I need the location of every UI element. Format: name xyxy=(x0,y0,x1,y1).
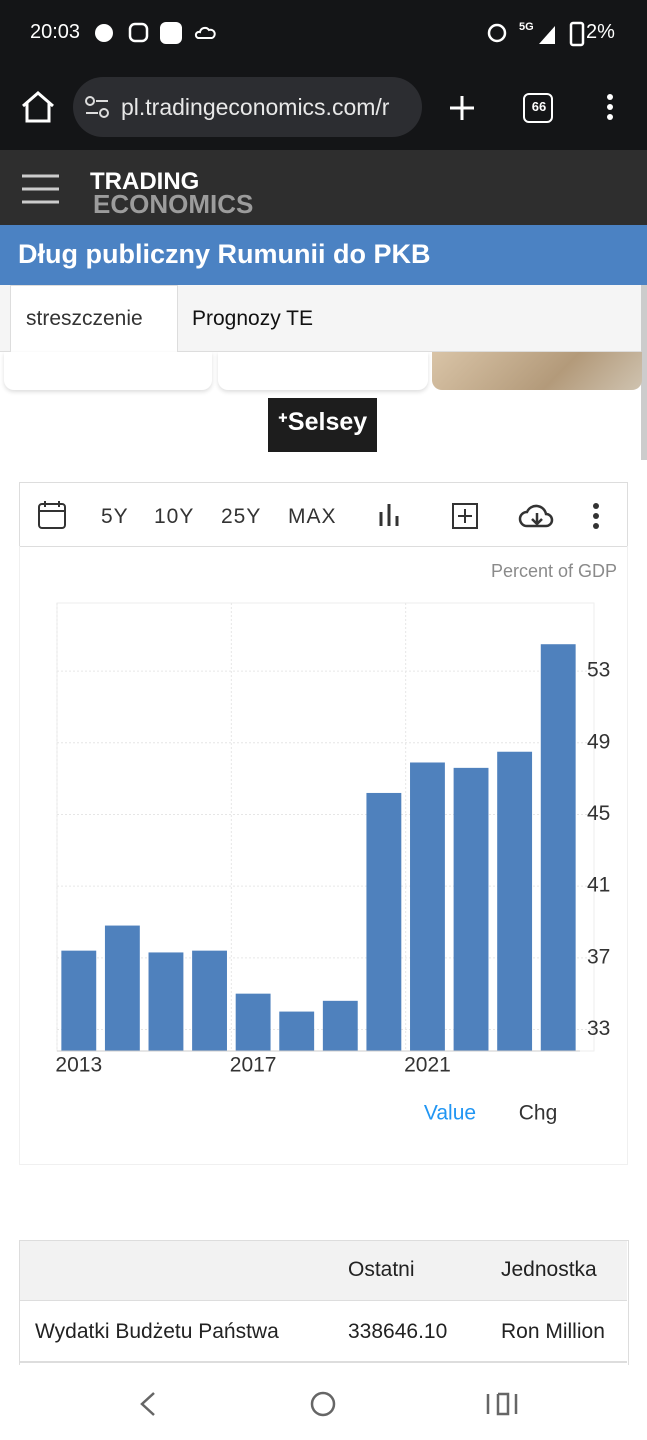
tab-switcher[interactable] xyxy=(523,93,553,123)
y-tick-label: 41 xyxy=(587,874,610,897)
scrollbar xyxy=(641,285,647,460)
new-tab-button[interactable] xyxy=(446,92,478,124)
download-button[interactable] xyxy=(518,502,556,530)
battery-label: 2% xyxy=(586,21,615,43)
tab-label[interactable]: Prognozy TE xyxy=(192,307,314,330)
chart-frame xyxy=(19,546,628,1165)
url-bar[interactable] xyxy=(73,77,422,137)
range-button[interactable]: 10Y xyxy=(154,505,195,528)
legend-item[interactable]: Chg xyxy=(519,1102,558,1125)
site-settings-icon[interactable] xyxy=(84,95,112,121)
home-button[interactable] xyxy=(18,88,58,128)
bar xyxy=(192,950,227,1051)
y-tick-label: 45 xyxy=(587,802,610,825)
bar xyxy=(540,644,576,1051)
calendar-button[interactable] xyxy=(37,500,67,530)
chart-toolbar xyxy=(19,482,628,547)
ad-card[interactable] xyxy=(218,352,428,390)
table xyxy=(19,1240,629,1365)
tab-active[interactable] xyxy=(10,285,178,353)
bar xyxy=(148,952,184,1051)
bar xyxy=(322,1000,358,1051)
page-title: Dług publiczny Rumunii do PKB xyxy=(18,239,431,269)
bar xyxy=(61,950,97,1051)
title-bar xyxy=(0,225,647,285)
row-divider xyxy=(20,1361,627,1363)
table-cell: 338646.10 xyxy=(348,1320,448,1343)
table-cell[interactable]: Wydatki Budżetu Państwa xyxy=(35,1320,279,1343)
nav-buttons[interactable] xyxy=(0,1385,647,1425)
ad-card[interactable] xyxy=(4,352,212,390)
bar xyxy=(235,993,271,1051)
notification-icons xyxy=(95,22,216,44)
y-tick-label: 33 xyxy=(587,1017,610,1040)
bar xyxy=(410,762,445,1051)
column-header: Jednostka xyxy=(501,1258,597,1281)
chart-type-button[interactable] xyxy=(377,502,403,528)
more-button[interactable] xyxy=(588,502,604,530)
bar xyxy=(497,751,533,1051)
chart: Percent of GDP 33 37 41 45 49 53 2013 2017 2021 V… xyxy=(55,561,617,1125)
site-header xyxy=(0,150,647,225)
tab-count: 66 xyxy=(531,99,547,114)
bar xyxy=(453,767,489,1051)
y-tick-label: 37 xyxy=(587,945,610,968)
table-cell: Ron Million xyxy=(501,1320,605,1343)
bar xyxy=(366,792,402,1051)
compare-button[interactable] xyxy=(451,502,479,530)
y-tick-label: 49 xyxy=(587,730,610,753)
logo-top[interactable]: TRADING xyxy=(90,168,200,195)
range-button[interactable]: MAX xyxy=(288,505,337,528)
url-text: pl.tradingeconomics.com/r xyxy=(121,94,390,120)
column-header: Ostatni xyxy=(348,1258,415,1281)
network-label: 5G xyxy=(519,21,534,33)
unit-label: Percent of GDP xyxy=(491,561,617,581)
menu-button[interactable] xyxy=(600,92,620,124)
tab-label[interactable]: streszczenie xyxy=(26,307,143,330)
hamburger-menu[interactable] xyxy=(22,172,60,206)
x-tick-label: 2013 xyxy=(55,1054,102,1077)
range-button[interactable]: 25Y xyxy=(221,505,262,528)
bar xyxy=(279,1011,315,1051)
ad-image[interactable] xyxy=(432,352,642,390)
status-icons xyxy=(487,21,585,47)
ad-banner[interactable] xyxy=(268,398,377,452)
clock: 20:03 xyxy=(30,21,81,43)
table-header xyxy=(20,1241,627,1301)
bar xyxy=(104,925,140,1051)
logo-bottom[interactable]: ECONOMICS xyxy=(93,189,254,219)
range-button[interactable]: 5Y xyxy=(101,505,129,528)
ad-text[interactable]: ⁺Selsey xyxy=(277,408,368,436)
x-tick-label: 2021 xyxy=(404,1054,451,1077)
x-tick-label: 2017 xyxy=(230,1054,277,1077)
y-tick-label: 53 xyxy=(587,659,610,682)
legend-item[interactable]: Value xyxy=(424,1102,476,1125)
nav-bar xyxy=(0,1365,647,1440)
